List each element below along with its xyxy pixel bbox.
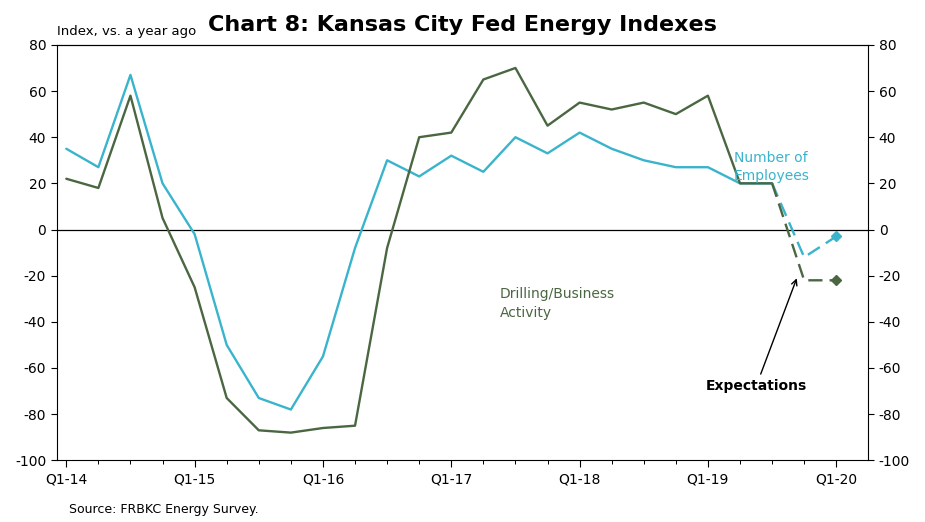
Text: Drilling/Business
Activity: Drilling/Business Activity [500, 287, 614, 319]
Text: Source: FRBKC Energy Survey.: Source: FRBKC Energy Survey. [69, 503, 259, 516]
Text: Index, vs. a year ago: Index, vs. a year ago [56, 25, 196, 38]
Text: Number of
Employees: Number of Employees [734, 151, 809, 183]
Title: Chart 8: Kansas City Fed Energy Indexes: Chart 8: Kansas City Fed Energy Indexes [208, 15, 717, 35]
Text: Expectations: Expectations [706, 280, 807, 394]
